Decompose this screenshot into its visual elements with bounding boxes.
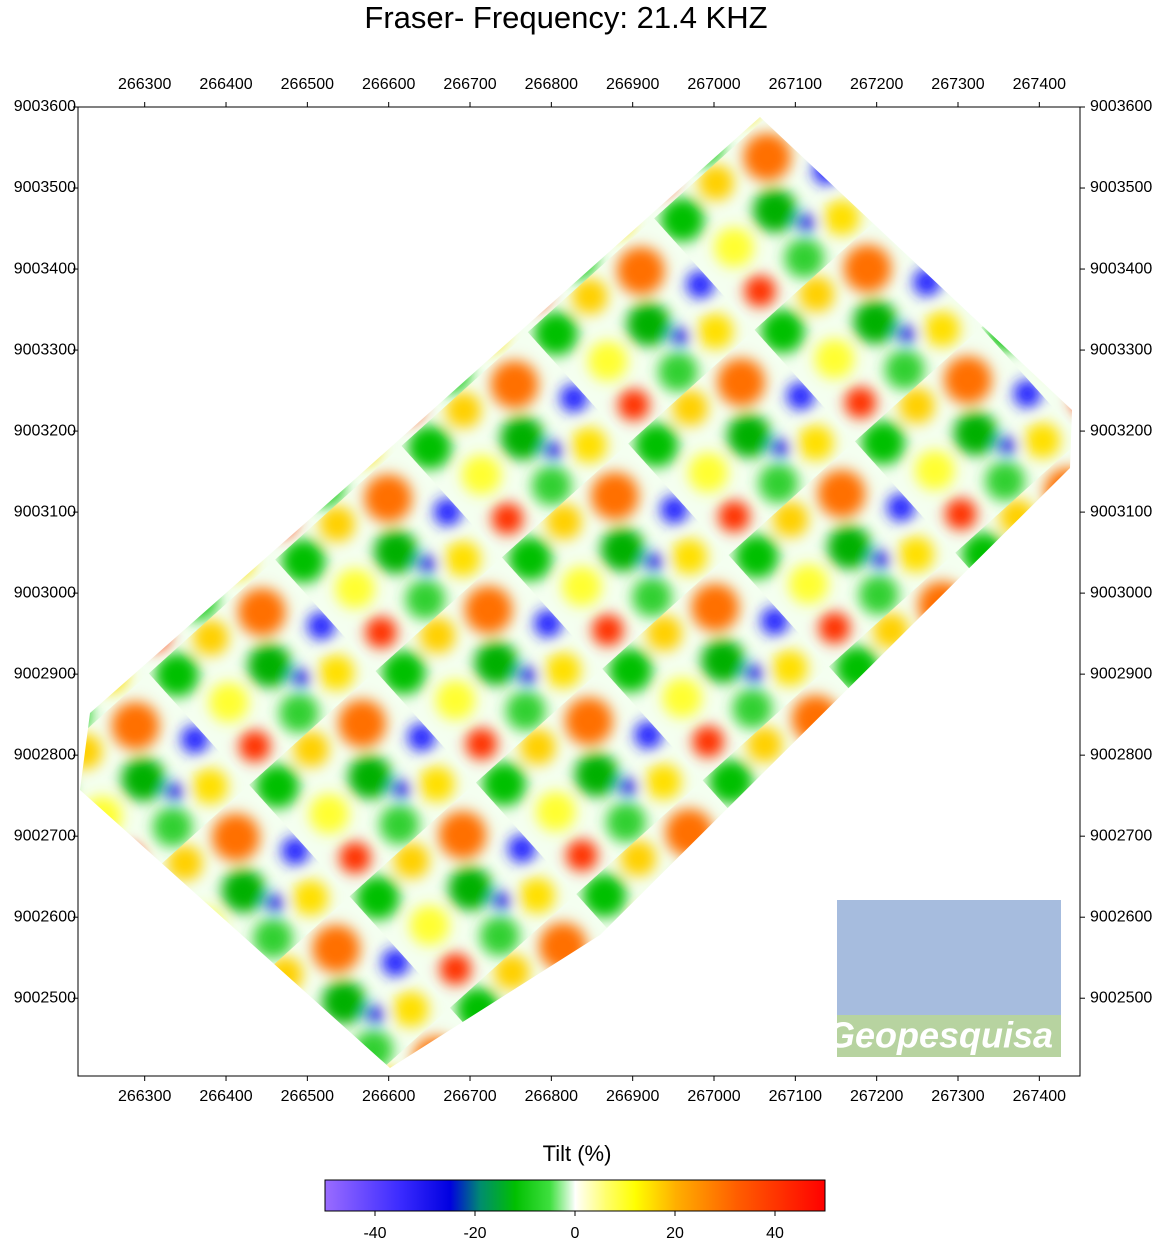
colorbar-tick-label: -20 [463,1225,486,1242]
y-tick-label-right: 9002800 [1090,746,1152,763]
logo-band [837,1015,1061,1057]
tilt-field [80,117,1072,1068]
x-tick-label-bottom: 267400 [1013,1088,1066,1105]
x-tick-label-bottom: 267100 [769,1088,822,1105]
x-tick-label-top: 266400 [199,76,252,93]
x-tick-label-top: 267200 [850,76,903,93]
y-tick-label-left: 9003100 [14,503,76,520]
y-tick-label-right: 9003400 [1090,260,1152,277]
x-tick-label-bottom: 266900 [606,1088,659,1105]
x-tick-label-bottom: 266800 [525,1088,578,1105]
y-tick-label-right: 9002500 [1090,989,1152,1006]
colorbar-segment [735,1180,826,1211]
x-tick-label-top: 266500 [281,76,334,93]
colorbar-tick-label: 40 [766,1225,784,1242]
survey-area [80,117,1072,1068]
x-tick-label-top: 267400 [1013,76,1066,93]
colorbar-segment [605,1180,636,1211]
colorbar-segment [575,1180,606,1211]
colorbar-tick-label: 0 [571,1225,580,1242]
x-tick-label-top: 267000 [687,76,740,93]
y-tick-label-left: 9002800 [14,746,76,763]
y-tick-label-left: 9003200 [14,422,76,439]
colorbar-segment [515,1180,551,1211]
colorbar-segment [550,1180,576,1211]
x-tick-label-bottom: 266300 [118,1088,171,1105]
y-tick-label-right: 9003000 [1090,584,1152,601]
colorbar-segment [480,1180,516,1211]
x-tick-label-top: 266600 [362,76,415,93]
y-tick-label-left: 9002500 [14,989,76,1006]
y-tick-label-right: 9003100 [1090,503,1152,520]
x-tick-label-bottom: 266400 [199,1088,252,1105]
colorbar-label: Tilt (%) [543,1141,612,1166]
y-tick-label-right: 9002900 [1090,665,1152,682]
y-tick-label-left: 9003300 [14,341,76,358]
x-tick-label-top: 266900 [606,76,659,93]
y-tick-label-right: 9003500 [1090,179,1152,196]
y-tick-label-right: 9002700 [1090,827,1152,844]
y-tick-label-left: 9002900 [14,665,76,682]
logo-text: Geopesquisa [827,1015,1053,1056]
colorbar-segment [400,1180,451,1211]
colorbar-segment [450,1180,481,1211]
x-tick-label-bottom: 266700 [443,1088,496,1105]
y-tick-label-right: 9003600 [1090,98,1152,115]
x-tick-label-top: 266800 [525,76,578,93]
y-tick-label-right: 9003300 [1090,341,1152,358]
x-tick-label-bottom: 266600 [362,1088,415,1105]
x-tick-label-bottom: 267300 [931,1088,984,1105]
y-tick-label-left: 9003000 [14,584,76,601]
y-tick-label-right: 9002600 [1090,908,1152,925]
chart-title: Fraser- Frequency: 21.4 KHZ [364,0,767,35]
x-tick-label-bottom: 267200 [850,1088,903,1105]
logo: Geopesquisa [827,900,1061,1057]
x-tick-label-top: 267100 [769,76,822,93]
y-tick-label-left: 9002700 [14,827,76,844]
colorbar-segment [325,1180,401,1211]
y-tick-label-right: 9003200 [1090,422,1152,439]
y-tick-label-left: 9003400 [14,260,76,277]
x-tick-label-top: 266700 [443,76,496,93]
y-tick-label-left: 9003600 [14,98,76,115]
colorbar-tick-label: 20 [666,1225,684,1242]
colorbar-segment [675,1180,736,1211]
x-tick-label-bottom: 266500 [281,1088,334,1105]
y-tick-label-left: 9003500 [14,179,76,196]
plot-frame [77,106,1081,1077]
colorbar-tick-label: -40 [363,1225,386,1242]
x-tick-label-bottom: 267000 [687,1088,740,1105]
colorbar-segment [635,1180,676,1211]
x-tick-label-top: 266300 [118,76,171,93]
x-tick-label-top: 267300 [931,76,984,93]
y-tick-label-left: 9002600 [14,908,76,925]
